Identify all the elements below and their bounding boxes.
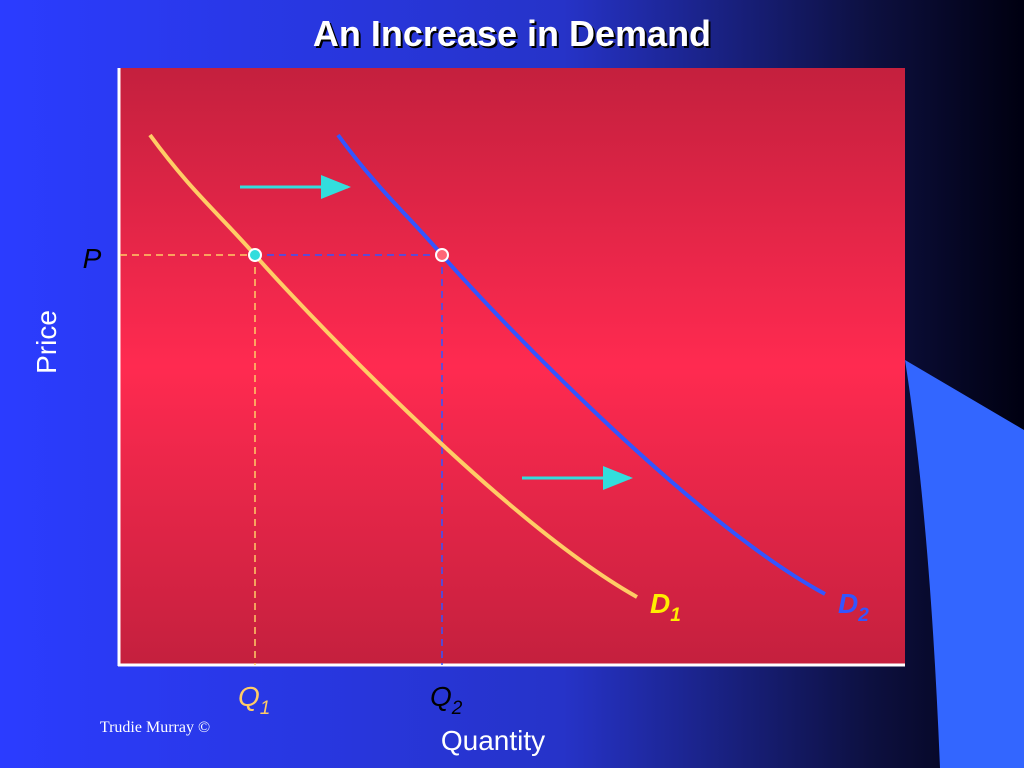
point: [435, 248, 449, 262]
plot-area: [118, 68, 905, 665]
title: An Increase in Demand: [313, 13, 711, 54]
decor-shape: [905, 360, 1024, 768]
d1-label: D1: [650, 588, 681, 626]
demand-curve-1: [148, 133, 638, 599]
credit: Trudie Murray ©: [100, 719, 210, 736]
q1-label: Q1: [238, 681, 270, 719]
demand-curve-2: [336, 133, 826, 596]
point: [248, 248, 262, 262]
q2-label: Q2: [430, 681, 463, 719]
y-axis-label: Price: [31, 310, 62, 374]
d2-label: D2: [838, 588, 869, 626]
title-shadow: An Increase in Demand: [315, 15, 713, 56]
price-label: P: [83, 243, 102, 274]
x-axis-label: Quantity: [441, 725, 545, 756]
